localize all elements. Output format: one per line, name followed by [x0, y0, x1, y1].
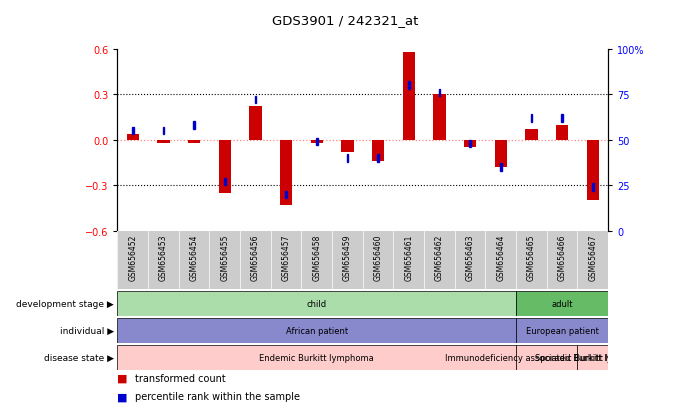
- Text: percentile rank within the sample: percentile rank within the sample: [135, 392, 300, 401]
- Bar: [469, 140, 471, 148]
- Text: disease state ▶: disease state ▶: [44, 353, 114, 362]
- Text: African patient: African patient: [285, 326, 348, 335]
- Bar: [117, 345, 516, 370]
- Bar: [158, 140, 169, 143]
- Text: ■: ■: [117, 392, 128, 401]
- Text: GSM656458: GSM656458: [312, 234, 321, 280]
- Bar: [193, 122, 195, 130]
- Bar: [311, 140, 323, 143]
- Bar: [531, 115, 532, 122]
- Bar: [525, 130, 538, 140]
- Bar: [218, 140, 231, 193]
- Text: GSM656453: GSM656453: [159, 234, 168, 280]
- Bar: [255, 97, 256, 104]
- Text: GSM656462: GSM656462: [435, 234, 444, 280]
- Text: Immunodeficiency associated Burkitt lymphoma: Immunodeficiency associated Burkitt lymp…: [445, 353, 649, 362]
- Bar: [117, 291, 516, 316]
- Bar: [433, 95, 446, 140]
- Bar: [500, 164, 502, 171]
- Bar: [516, 345, 578, 370]
- Bar: [556, 125, 568, 140]
- Text: GSM656466: GSM656466: [558, 234, 567, 280]
- Bar: [464, 140, 476, 148]
- Bar: [249, 107, 262, 140]
- Bar: [516, 318, 608, 343]
- Bar: [578, 345, 608, 370]
- Bar: [516, 291, 608, 316]
- Bar: [372, 140, 384, 161]
- Bar: [439, 89, 440, 97]
- Bar: [285, 191, 287, 199]
- Text: GSM656460: GSM656460: [374, 234, 383, 280]
- Bar: [132, 128, 133, 135]
- Text: GSM656465: GSM656465: [527, 234, 536, 280]
- Bar: [117, 318, 516, 343]
- Text: GSM656457: GSM656457: [282, 234, 291, 280]
- Bar: [377, 155, 379, 162]
- Bar: [403, 52, 415, 140]
- Bar: [347, 155, 348, 162]
- Bar: [408, 82, 410, 90]
- Bar: [561, 115, 563, 122]
- Text: development stage ▶: development stage ▶: [17, 299, 114, 308]
- Bar: [495, 140, 507, 168]
- Text: Sporadic Burkitt lymphoma: Sporadic Burkitt lymphoma: [536, 353, 650, 362]
- Text: GSM656455: GSM656455: [220, 234, 229, 280]
- Bar: [341, 140, 354, 152]
- Text: GSM656456: GSM656456: [251, 234, 260, 280]
- Text: GSM656463: GSM656463: [466, 234, 475, 280]
- Bar: [188, 140, 200, 143]
- Text: GSM656459: GSM656459: [343, 234, 352, 280]
- Bar: [316, 138, 318, 146]
- Bar: [162, 128, 164, 135]
- Text: Endemic Burkitt lymphoma: Endemic Burkitt lymphoma: [259, 353, 374, 362]
- Bar: [587, 140, 599, 201]
- Bar: [224, 178, 225, 186]
- Text: GSM656461: GSM656461: [404, 234, 413, 280]
- Bar: [280, 140, 292, 206]
- Text: child: child: [307, 299, 327, 308]
- Text: GDS3901 / 242321_at: GDS3901 / 242321_at: [272, 14, 419, 27]
- Text: GSM656452: GSM656452: [129, 234, 138, 280]
- Text: GSM656454: GSM656454: [189, 234, 198, 280]
- Text: adult: adult: [551, 299, 573, 308]
- Text: transformed count: transformed count: [135, 373, 225, 383]
- Text: individual ▶: individual ▶: [60, 326, 114, 335]
- Text: ■: ■: [117, 373, 128, 383]
- Text: European patient: European patient: [526, 326, 598, 335]
- Text: GSM656467: GSM656467: [588, 234, 597, 280]
- Text: GSM656464: GSM656464: [496, 234, 505, 280]
- Bar: [126, 134, 139, 140]
- Bar: [592, 184, 594, 192]
